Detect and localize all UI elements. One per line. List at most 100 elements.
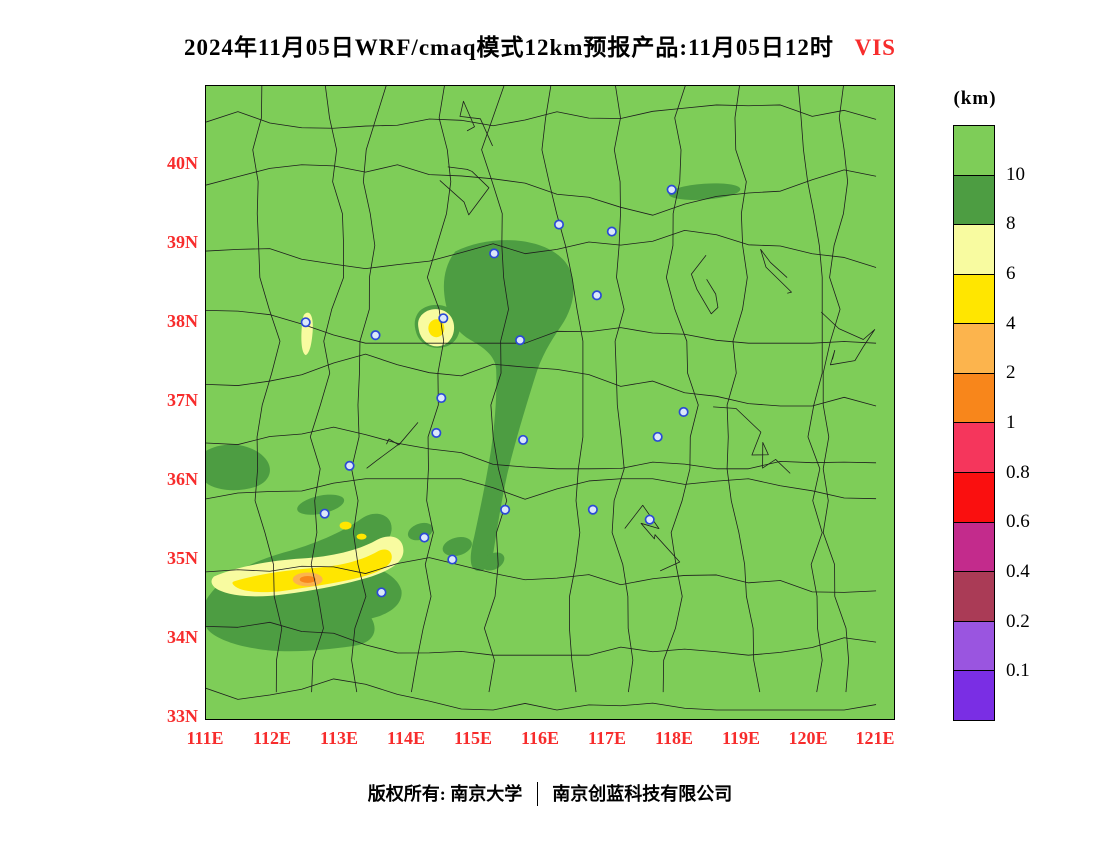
boundary-line <box>309 86 344 693</box>
colorbar <box>953 125 995 721</box>
colorbar-unit-label: (km) <box>953 88 997 109</box>
region-yellow-dot-1 <box>339 521 352 530</box>
boundary-line <box>206 621 877 656</box>
region-orange-core <box>299 575 316 583</box>
boundary-line <box>820 311 876 366</box>
x-tick: 113E <box>319 728 359 748</box>
y-tick: 35N <box>167 548 198 568</box>
footer-divider <box>536 782 538 806</box>
boundary-line <box>206 309 877 344</box>
x-tick: 114E <box>386 728 426 748</box>
y-tick: 36N <box>167 469 198 489</box>
colorbar-tick: 0.2 <box>1006 610 1030 632</box>
forecast-map <box>205 85 895 720</box>
region-yellow-dot-2 <box>356 533 367 540</box>
x-tick: 115E <box>453 728 493 748</box>
colorbar-tick: 0.8 <box>1006 461 1030 483</box>
footer-org-right: 南京创蓝科技有限公司 <box>552 784 733 804</box>
x-tick: 112E <box>252 728 292 748</box>
colorbar-tick: 4 <box>1006 312 1016 334</box>
region-ne-yellow-core <box>428 319 445 338</box>
station-marker <box>518 434 529 445</box>
colorbar-tick: 0.6 <box>1006 511 1030 533</box>
region-chain-2 <box>442 537 472 557</box>
station-marker <box>591 290 602 301</box>
region-central-band <box>443 240 574 571</box>
station-marker <box>489 248 500 259</box>
station-marker <box>644 514 655 525</box>
colorbar-tick: 6 <box>1006 263 1016 284</box>
x-tick: 118E <box>654 728 694 748</box>
station-marker <box>678 406 689 418</box>
boundary-line <box>760 248 792 294</box>
boundary-line <box>252 86 283 693</box>
station-marker <box>553 219 565 230</box>
colorbar-tick: 0.4 <box>1006 561 1030 582</box>
region-west-patch <box>206 444 270 491</box>
boundary-line <box>541 86 584 693</box>
station-marker <box>319 508 330 519</box>
boundary-line <box>726 86 761 693</box>
station-marker <box>376 587 387 598</box>
boundary-line <box>439 166 490 216</box>
station-marker <box>300 317 311 328</box>
colorbar-segment <box>954 521 994 572</box>
station-marker <box>652 431 663 442</box>
boundary-line <box>206 478 877 500</box>
colorbar-segment <box>954 273 994 324</box>
boundary-line <box>690 255 719 315</box>
station-marker <box>606 226 617 237</box>
boundary-line <box>624 504 681 572</box>
y-tick: 40N <box>167 153 198 173</box>
copyright-footer: 版权所有: 南京大学 南京创蓝科技有限公司 <box>0 780 1100 806</box>
colorbar-tick: 10 <box>1006 163 1025 185</box>
colorbar-segment <box>954 126 994 175</box>
boundary-line <box>366 422 419 469</box>
region-visibility-low <box>292 572 323 587</box>
boundary-line <box>206 426 877 470</box>
x-tick: 117E <box>587 728 627 748</box>
station-marker <box>587 504 598 515</box>
y-tick: 38N <box>167 311 198 331</box>
boundary-line <box>481 86 509 693</box>
station-marker <box>515 335 526 346</box>
boundary-line <box>411 86 452 693</box>
x-tick: 121E <box>855 728 895 748</box>
colorbar-tick: 0.1 <box>1006 660 1030 682</box>
region-chain-3 <box>481 552 505 571</box>
map-canvas <box>206 86 877 711</box>
station-marker <box>344 460 355 471</box>
colorbar-tick: 2 <box>1006 362 1016 384</box>
station-markers <box>300 184 689 598</box>
boundary-line <box>611 86 634 693</box>
colorbar-segment <box>954 472 994 522</box>
title-main: 2024年11月05日WRF/cmaq模式12km预报产品:11月05日12时 <box>184 35 834 60</box>
station-marker <box>370 330 381 341</box>
boundary-line <box>206 104 877 129</box>
boundary-line <box>797 86 823 693</box>
station-marker <box>436 392 447 404</box>
boundary-line <box>713 406 791 474</box>
page-title: 2024年11月05日WRF/cmaq模式12km预报产品:11月05日12时 … <box>0 28 1080 62</box>
x-tick: 119E <box>721 728 761 748</box>
colorbar-segment <box>954 174 994 225</box>
colorbar-segment <box>954 372 994 423</box>
boundary-line <box>822 86 850 693</box>
region-sw-yellow-core <box>232 549 392 593</box>
footer-org-left: 版权所有: 南京大学 <box>367 784 523 804</box>
y-tick: 34N <box>167 627 198 647</box>
x-tick: 116E <box>520 728 560 748</box>
colorbar-segment <box>954 224 994 274</box>
colorbar-segment <box>954 323 994 373</box>
colorbar-segment <box>954 571 994 621</box>
station-marker <box>447 554 458 565</box>
boundary-line <box>351 86 387 693</box>
boundary-line <box>459 100 493 147</box>
y-tick: 39N <box>167 232 198 252</box>
county-boundaries <box>206 86 877 711</box>
boundary-line <box>206 557 877 593</box>
y-tick: 33N <box>167 706 198 726</box>
station-marker <box>431 427 442 438</box>
region-visibility-4-6 <box>232 319 445 593</box>
colorbar-tick: 1 <box>1006 412 1016 433</box>
